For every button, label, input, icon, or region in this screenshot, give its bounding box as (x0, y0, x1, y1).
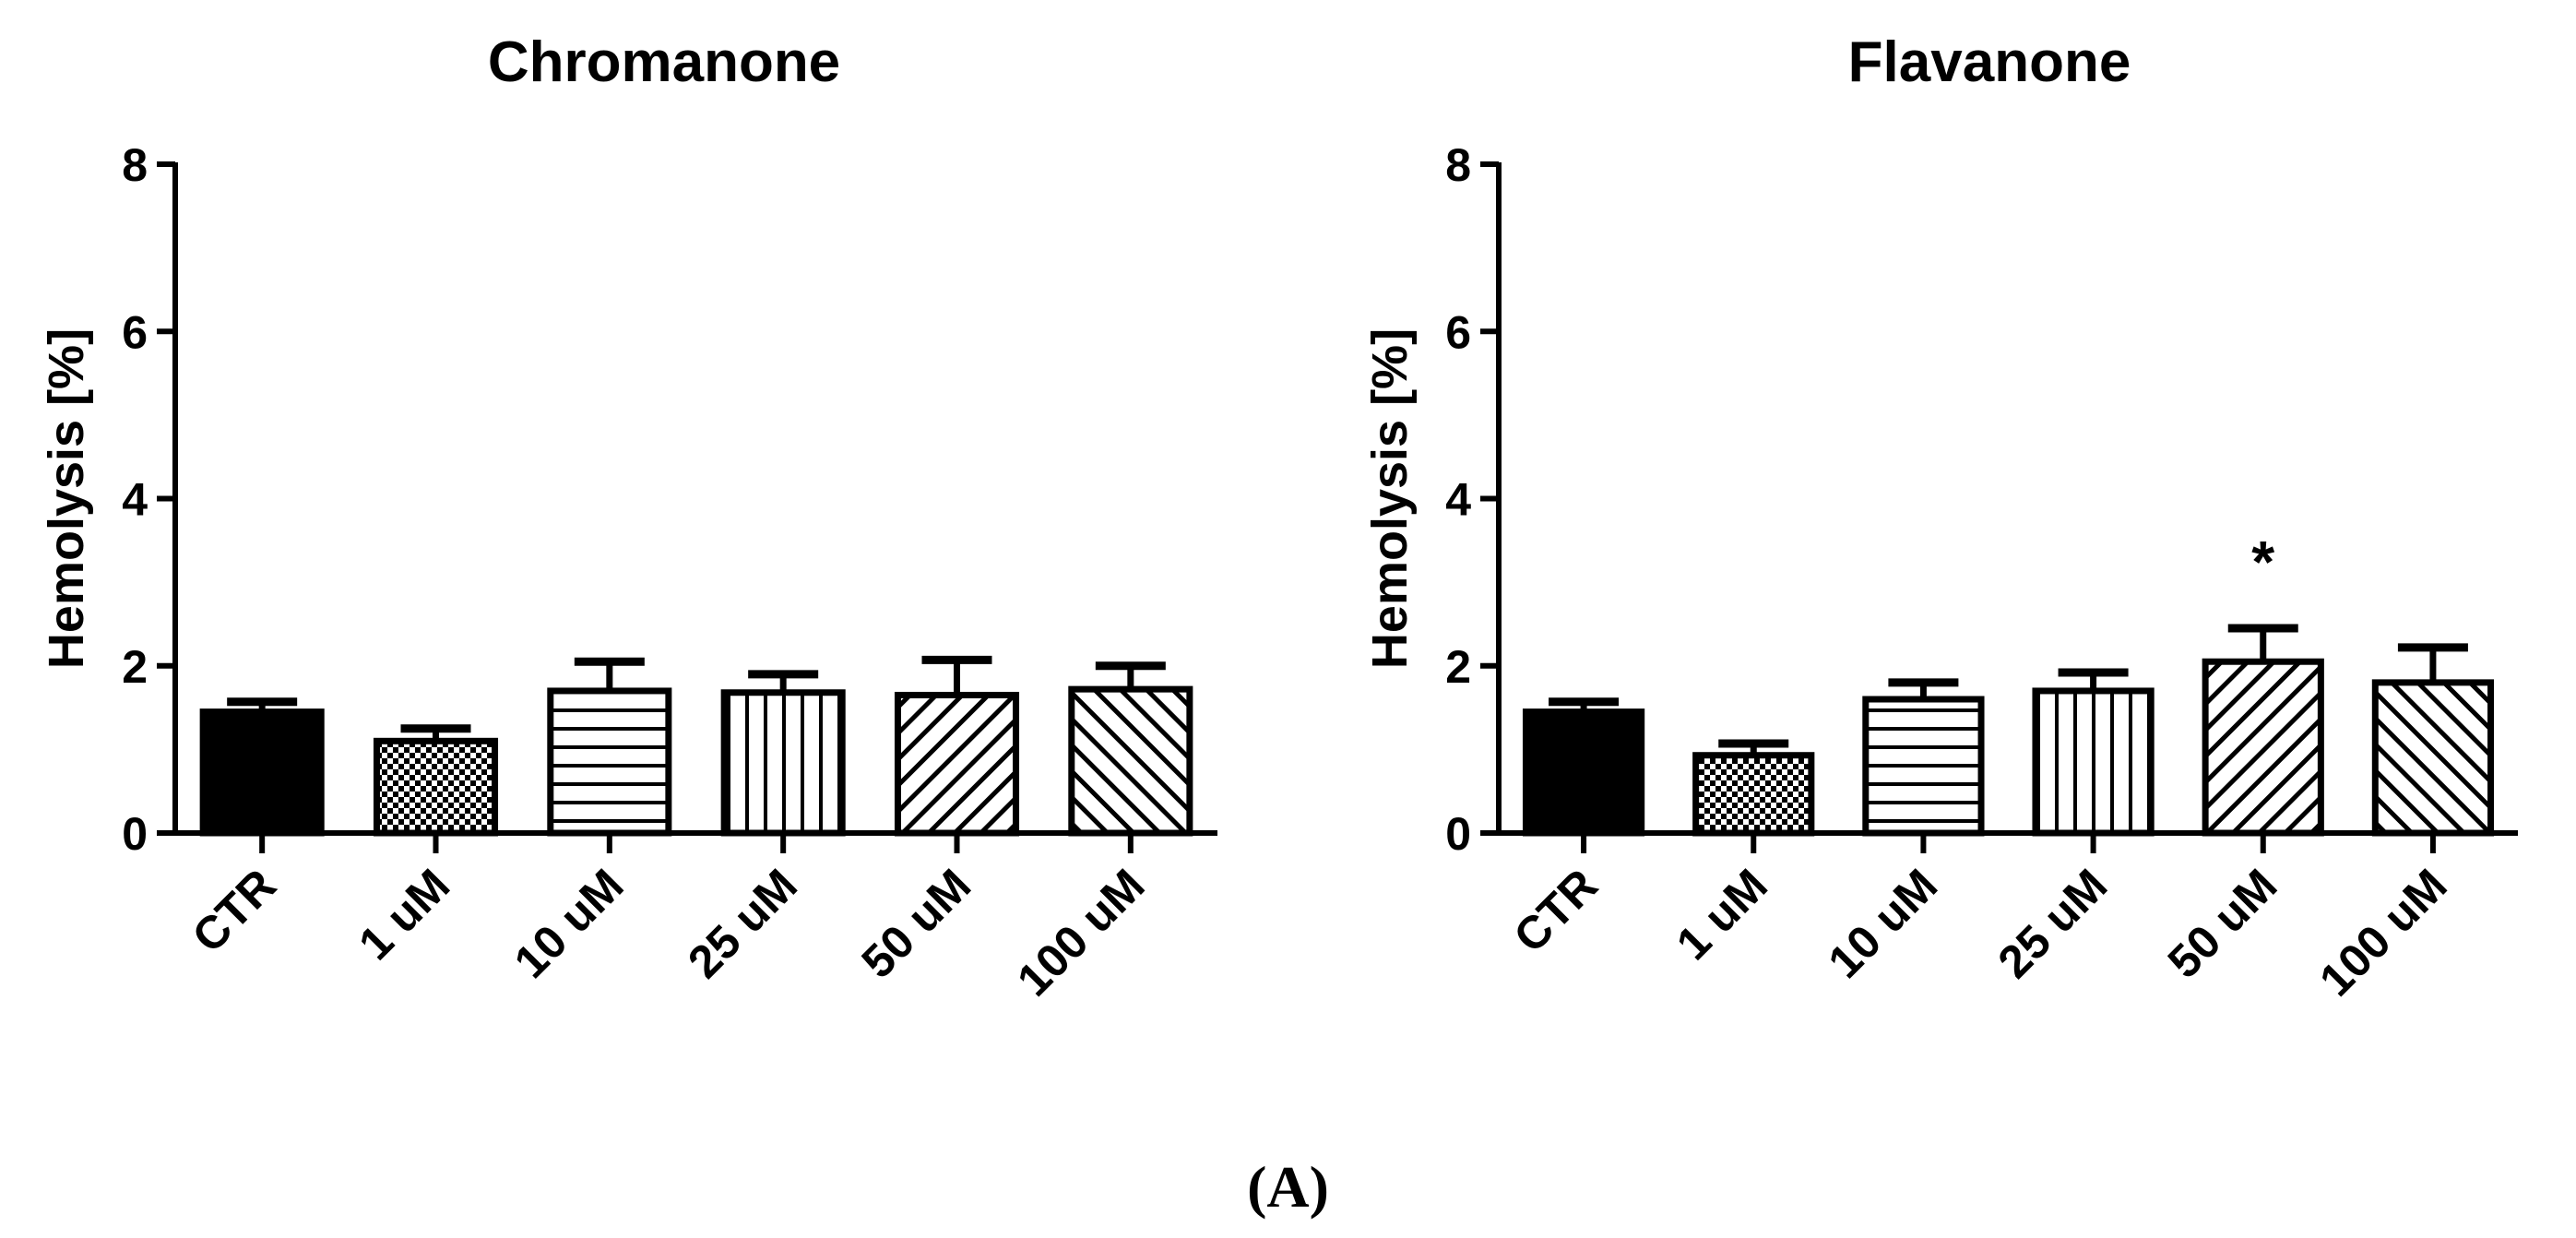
y-axis-label: Hemolysis [%] (1362, 328, 1418, 669)
y-tick-label: 8 (122, 139, 148, 191)
significance-marker: * (2251, 529, 2274, 595)
panel-caption: (A) (1247, 1154, 1329, 1220)
x-tick-label: 10 uM (505, 859, 634, 988)
x-tick-label: 50 uM (851, 859, 980, 988)
x-tick-label: 1 uM (1667, 859, 1777, 970)
x-tick-label: CTR (183, 859, 286, 962)
x-tick-label: 100 uM (1007, 859, 1154, 1006)
bar-ctr (199, 708, 325, 837)
bar-50-um (2202, 658, 2324, 837)
bar-ctr (1522, 708, 1645, 837)
y-tick-label: 4 (1445, 474, 1471, 526)
bar-25-um (2032, 687, 2155, 837)
y-tick-label: 4 (122, 474, 148, 526)
x-tick-label: 1 uM (349, 859, 459, 970)
bar-10-um (547, 687, 672, 837)
chart-chromanone: Chromanone Hemolysis [%] 0 2 4 6 8 CTR 1 uM 10 uM… (39, 30, 1217, 1006)
bar-25-um (720, 689, 846, 837)
y-axis-label: Hemolysis [%] (39, 328, 94, 669)
y-tick-label: 6 (122, 306, 148, 358)
bar-10-um (1862, 696, 1985, 837)
x-tick-label: CTR (1504, 859, 1608, 962)
bar-1-um (1692, 752, 1815, 837)
y-tick-label: 6 (1445, 306, 1471, 358)
x-tick-label: 100 uM (2309, 859, 2456, 1006)
x-tick-label: 25 uM (1988, 859, 2118, 988)
bar-100-um (1068, 685, 1193, 837)
y-tick-label: 0 (1445, 808, 1471, 860)
y-tick-label: 8 (1445, 139, 1471, 191)
x-tick-label: 50 uM (2158, 859, 2287, 988)
bar-100-um (2371, 679, 2495, 837)
bar-50-um (894, 691, 1020, 837)
chart-flavanone: Flavanone Hemolysis [%] 0 2 4 6 8 CTR 1 uM 10 uM 2… (1362, 30, 2518, 1006)
y-tick-label: 2 (122, 641, 148, 693)
chart-title: Chromanone (488, 30, 840, 94)
y-tick-label: 0 (122, 808, 148, 860)
bar-1-um (373, 737, 499, 837)
x-tick-label: 10 uM (1818, 859, 1947, 988)
chart-title: Flavanone (1848, 30, 2131, 94)
y-tick-label: 2 (1445, 641, 1471, 693)
x-tick-label: 25 uM (678, 859, 807, 988)
